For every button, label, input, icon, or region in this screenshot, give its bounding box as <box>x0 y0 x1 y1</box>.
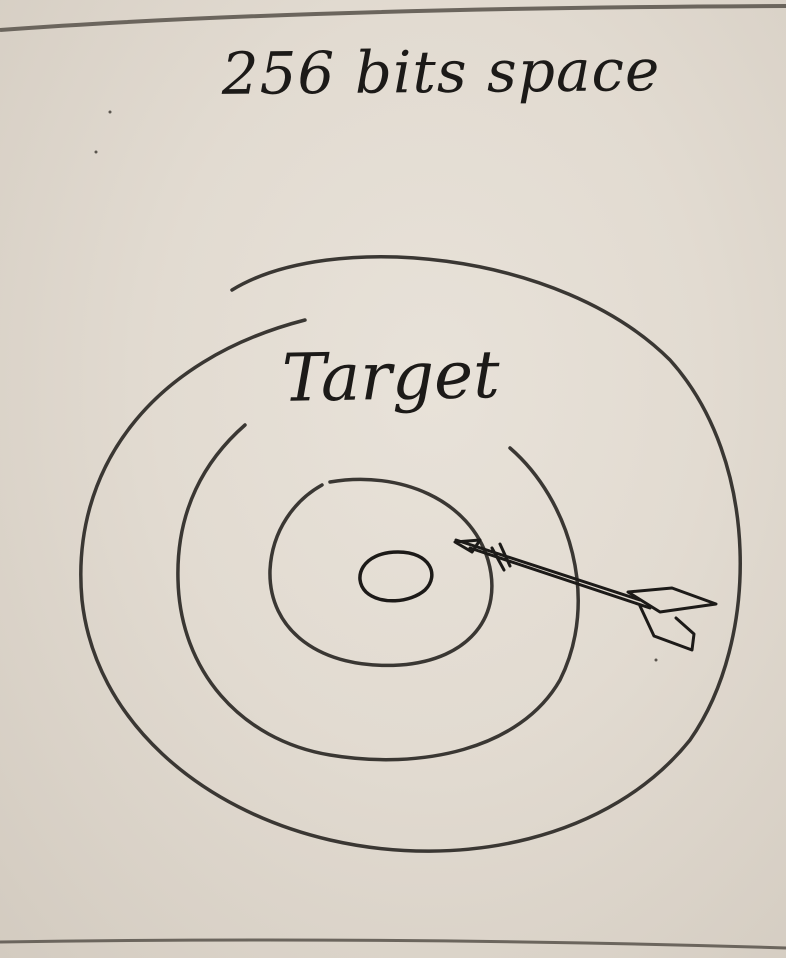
pencil-dot <box>654 658 658 662</box>
paper-bottom-edge <box>0 938 786 950</box>
target-label: Target <box>281 336 501 417</box>
pencil-dot <box>94 150 98 154</box>
page-title: 256 bits space <box>221 36 661 108</box>
pencil-dot <box>108 110 112 114</box>
bullseye <box>358 550 434 603</box>
middle-ring <box>176 423 580 762</box>
arrow <box>453 538 718 652</box>
paper-top-edge <box>0 4 786 32</box>
outer-ring <box>79 255 742 853</box>
inner-ring <box>268 477 494 668</box>
